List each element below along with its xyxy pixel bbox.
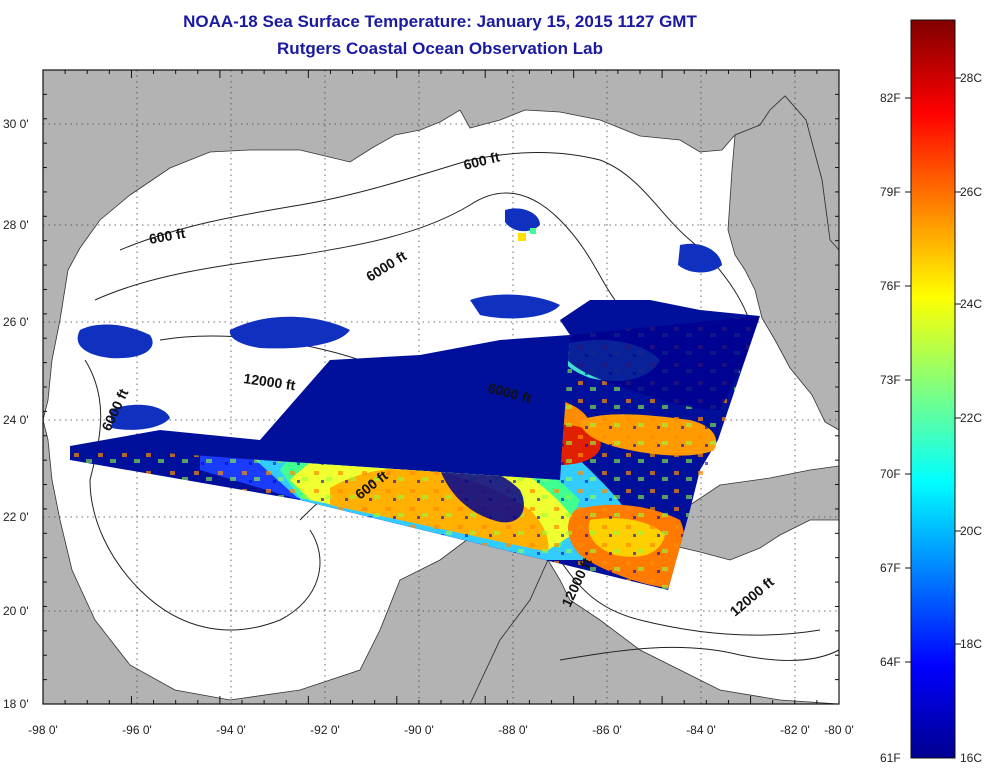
x-tick-label: -94 0' <box>216 723 246 737</box>
colorbar-c-label: 26C <box>960 185 982 199</box>
y-tick-label: 28 0' <box>3 218 29 232</box>
x-tick-label: -98 0' <box>28 723 58 737</box>
colorbar-c-label: 20C <box>960 524 982 538</box>
colorbar-f-label: 82F <box>880 91 901 105</box>
x-axis-labels: -98 0' -96 0' -94 0' -92 0' -90 0' -88 0… <box>28 723 854 737</box>
x-tick-label: -88 0' <box>498 723 528 737</box>
y-tick-label: 20 0' <box>3 604 29 618</box>
x-tick-label: -80 0' <box>824 723 854 737</box>
y-tick-label: 24 0' <box>3 413 29 427</box>
land-central-america <box>469 559 839 704</box>
y-tick-label: 30 0' <box>3 117 29 131</box>
map-title: NOAA-18 Sea Surface Temperature: January… <box>183 12 697 31</box>
map-layers: 600 ft 600 ft 6000 ft 12000 ft 6000 ft 6… <box>43 70 839 704</box>
x-tick-label: -84 0' <box>686 723 716 737</box>
x-tick-label: -82 0' <box>780 723 810 737</box>
colorbar-f-label: 79F <box>880 185 901 199</box>
x-tick-label: -92 0' <box>310 723 340 737</box>
colorbar-c-label: 22C <box>960 411 982 425</box>
land-florida <box>727 95 839 431</box>
colorbar-f-label: 64F <box>880 655 901 669</box>
axis-ticks <box>42 69 840 705</box>
x-tick-label: -90 0' <box>404 723 434 737</box>
y-tick-label: 26 0' <box>3 315 29 329</box>
contour-label: 600 ft <box>148 225 187 247</box>
colorbar-f-label: 70F <box>880 467 901 481</box>
x-tick-label: -96 0' <box>122 723 152 737</box>
map-subtitle: Rutgers Coastal Ocean Observation Lab <box>277 39 603 58</box>
colorbar-celsius-labels: 28C 26C 24C 22C 20C 18C 16C <box>960 71 982 765</box>
colorbar-f-label: 76F <box>880 279 901 293</box>
y-tick-label: 22 0' <box>3 510 29 524</box>
colorbar <box>910 19 956 759</box>
colorbar-f-label: 61F <box>880 751 901 765</box>
colorbar-f-label: 73F <box>880 373 901 387</box>
y-axis-labels: 30 0' 28 0' 26 0' 24 0' 22 0' 20 0' 18 0… <box>3 117 29 711</box>
colorbar-c-label: 18C <box>960 637 982 651</box>
colorbar-c-label: 24C <box>960 297 982 311</box>
colorbar-c-label: 28C <box>960 71 982 85</box>
contour-label: 12000 ft <box>243 370 297 393</box>
colorbar-fahrenheit-labels: 82F 79F 76F 73F 70F 67F 64F 61F <box>880 91 901 765</box>
colorbar-c-label: 16C <box>960 751 982 765</box>
y-tick-label: 18 0' <box>3 697 29 711</box>
colorbar-ticks <box>905 77 961 663</box>
colorbar-f-label: 67F <box>880 561 901 575</box>
x-tick-label: -86 0' <box>592 723 622 737</box>
